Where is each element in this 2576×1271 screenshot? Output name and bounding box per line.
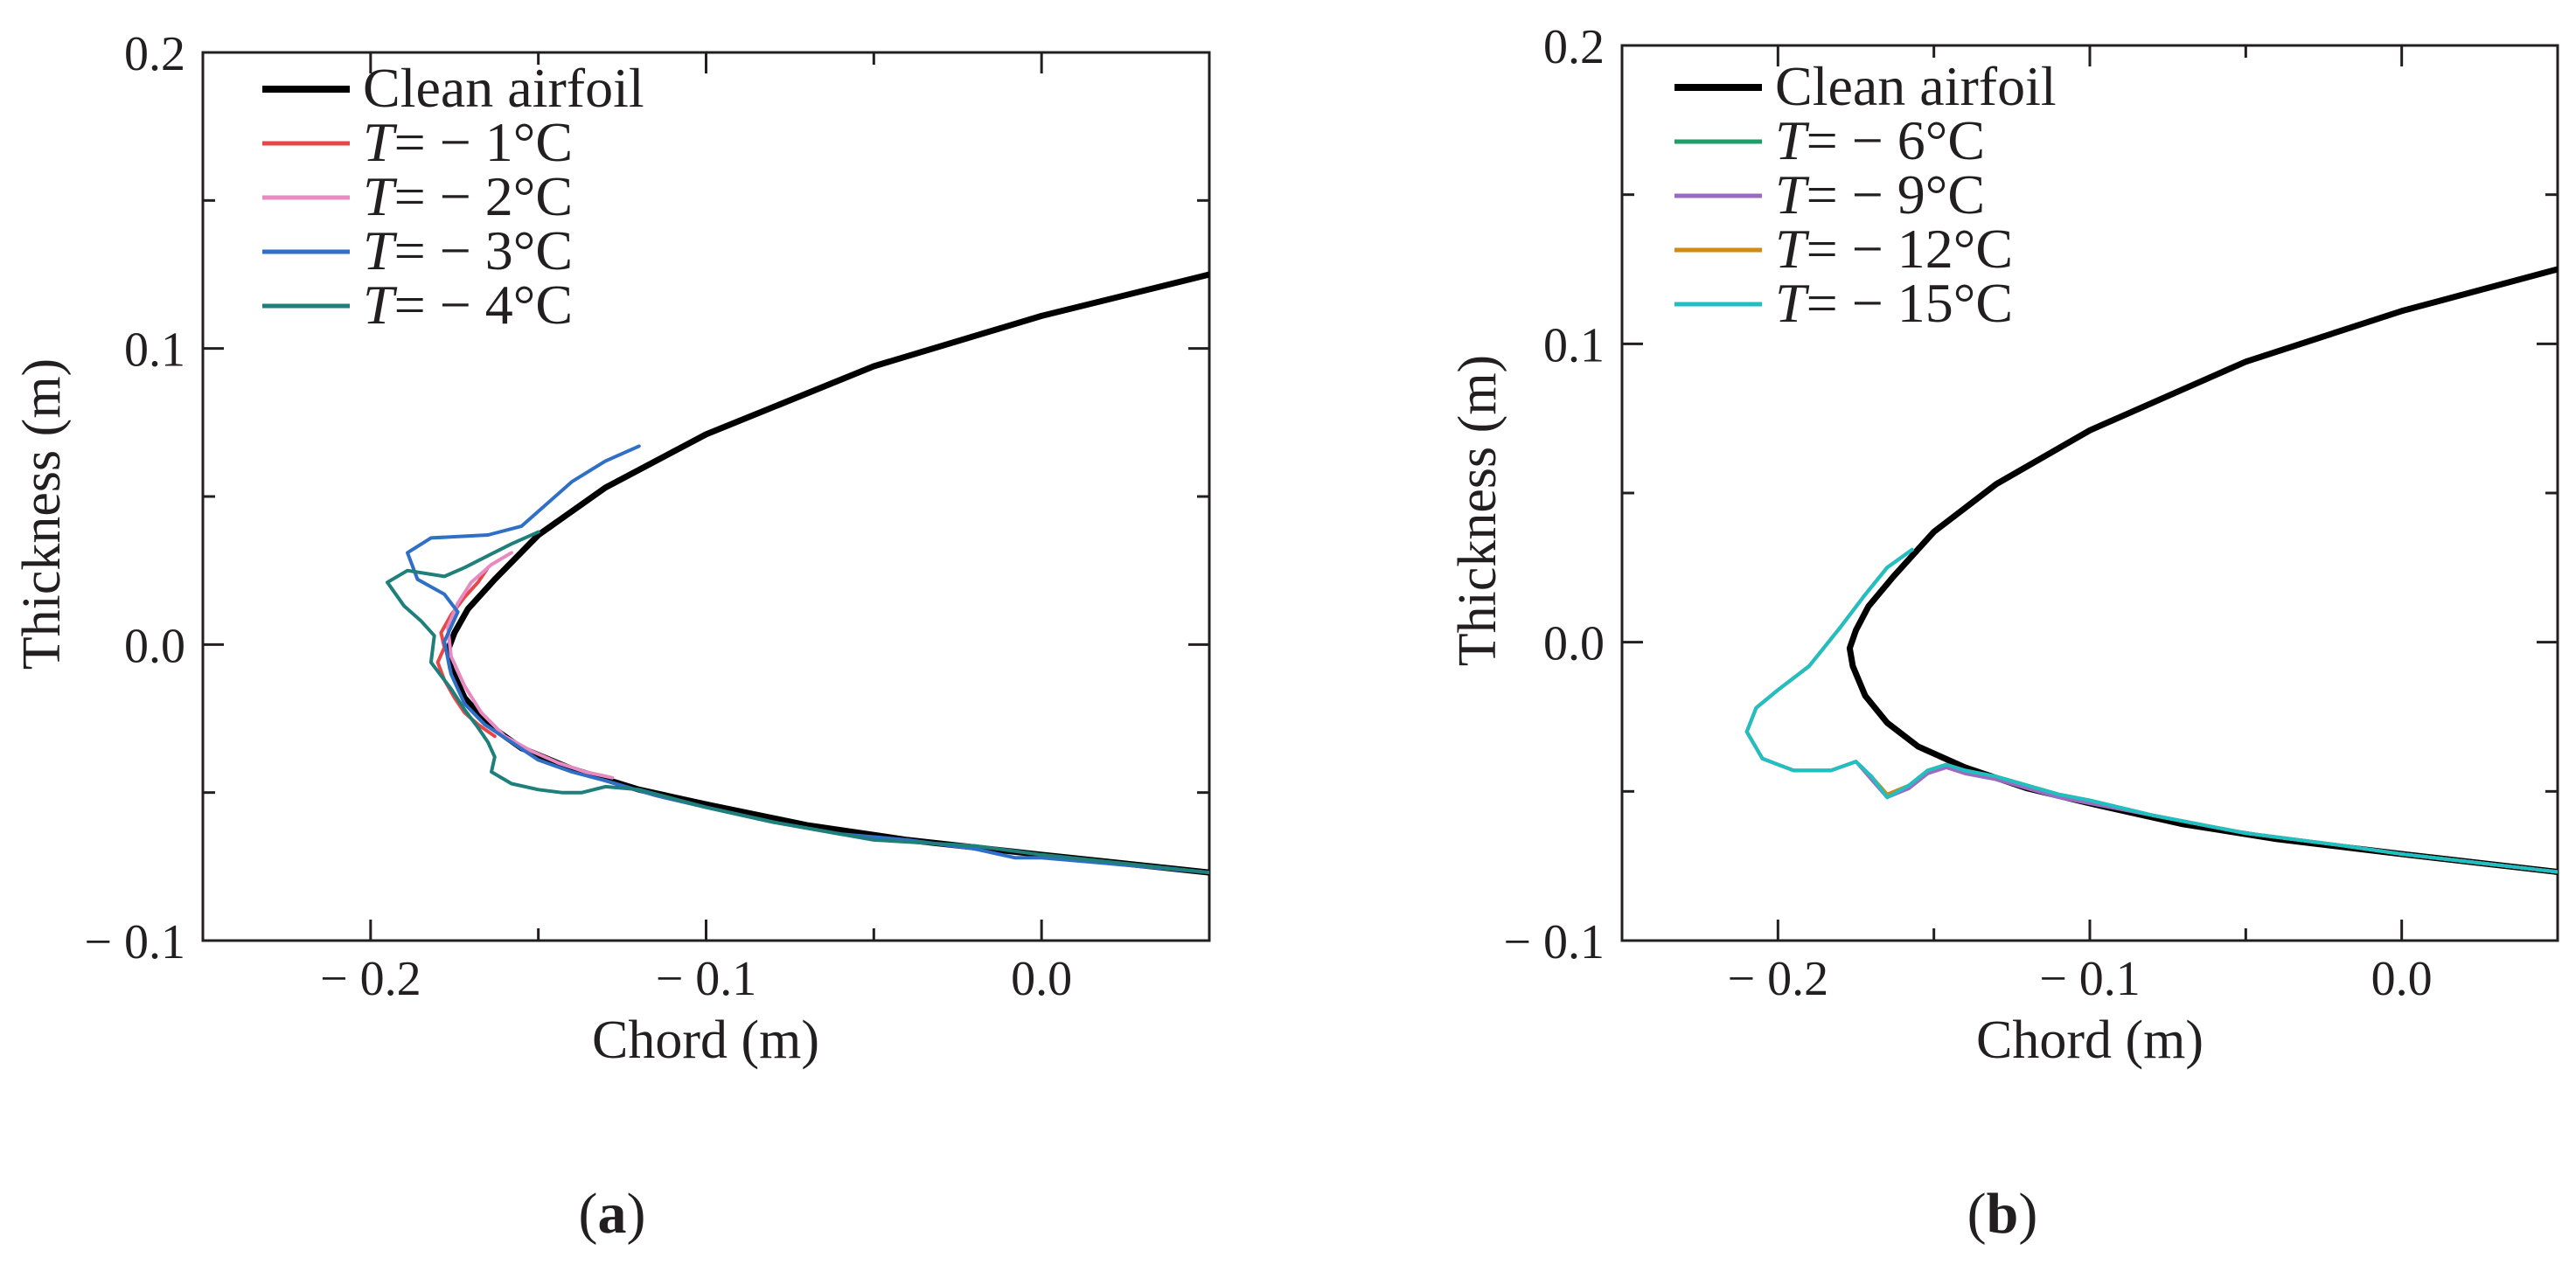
y-tick-label: 0.1 <box>124 323 185 378</box>
series-line-4 <box>386 530 1209 875</box>
x-tick-label: − 0.2 <box>1728 952 1829 1006</box>
legend-label: T= − 4°C <box>363 274 573 336</box>
legend-label: T= − 2°C <box>363 165 573 227</box>
x-tick-label: 0.0 <box>1011 952 1072 1006</box>
legend-label: T= − 12°C <box>1775 218 2013 280</box>
series-line-2 <box>446 551 615 780</box>
legend-label: T= − 15°C <box>1775 272 2013 334</box>
panel-label: (a) <box>579 1182 646 1246</box>
series-group <box>1744 266 2558 875</box>
x-tick-label: − 0.1 <box>2039 952 2141 1006</box>
x-tick-label: − 0.1 <box>656 952 757 1006</box>
y-tick-label: − 0.1 <box>1503 915 1605 969</box>
legend-label: Clean airfoil <box>363 57 644 119</box>
legend-label: T= − 1°C <box>363 111 573 173</box>
legend-label: T= − 6°C <box>1775 109 1985 171</box>
y-tick-label: 0.0 <box>1543 617 1605 671</box>
x-axis-title: Chord (m) <box>592 1011 819 1070</box>
series-line-4 <box>1744 547 2558 874</box>
x-axis-title: Chord (m) <box>1976 1011 2204 1070</box>
x-tick-label: − 0.2 <box>320 952 421 1006</box>
legend-label: T= − 9°C <box>1775 163 1985 226</box>
series-line-0 <box>1846 266 2558 875</box>
series-line-3 <box>406 444 1209 875</box>
x-tick-label: 0.0 <box>2371 952 2433 1006</box>
y-tick-label: 0.2 <box>124 27 185 81</box>
series-line-0 <box>444 271 1209 876</box>
legend-label: Clean airfoil <box>1775 55 2057 117</box>
series-line-2 <box>1744 547 2558 874</box>
panel-label: (b) <box>1967 1182 2038 1246</box>
y-tick-label: 0.2 <box>1543 20 1605 74</box>
y-tick-label: 0.0 <box>124 619 185 673</box>
y-axis-title: Thickness (m) <box>12 358 72 670</box>
y-axis-title: Thickness (m) <box>1448 355 1507 666</box>
y-tick-label: 0.1 <box>1543 318 1605 372</box>
series-line-3 <box>1744 547 2558 874</box>
series-group <box>386 271 1209 876</box>
legend-label: T= − 3°C <box>363 219 573 281</box>
y-tick-label: − 0.1 <box>84 915 185 969</box>
series-line-1 <box>1744 547 2558 874</box>
